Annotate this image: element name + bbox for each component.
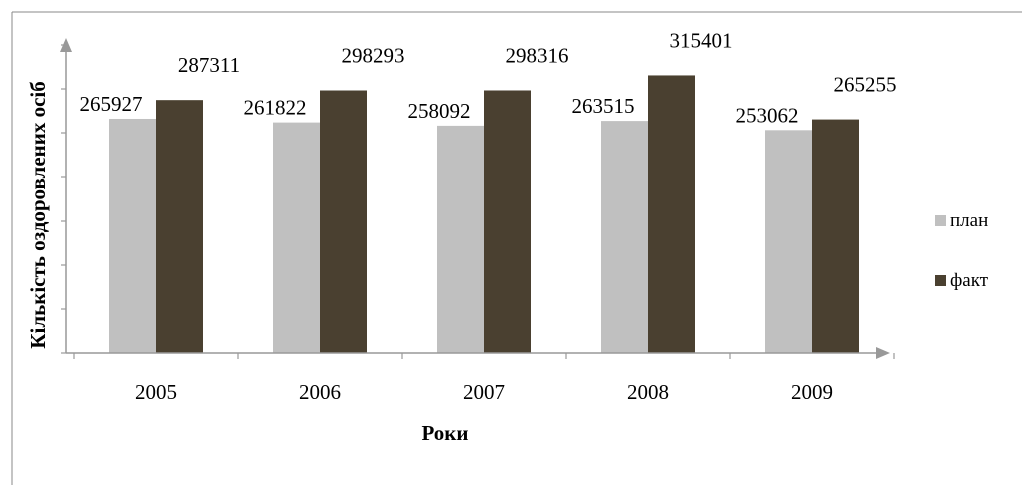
data-label-план-2005: 265927	[80, 92, 143, 116]
data-label-факт-2008: 315401	[670, 28, 733, 52]
data-label-факт-2007: 298316	[506, 43, 569, 67]
bar-факт-2005	[156, 100, 203, 353]
bar-план-2006	[273, 122, 320, 353]
y-axis-title: Кількість оздоровлених осіб	[26, 81, 50, 348]
bar-план-2005	[109, 118, 156, 353]
x-tick-label-2008: 2008	[627, 380, 669, 404]
legend: план факт	[935, 210, 989, 291]
x-axis-title: Роки	[421, 421, 468, 445]
bars-layer	[109, 75, 859, 354]
labels-layer: 265927 287311 2005 261822 298293 2006 258092 29…	[80, 28, 897, 404]
x-tick-label-2007: 2007	[463, 380, 505, 404]
bar-план-2008	[601, 121, 648, 353]
data-label-факт-2006: 298293	[342, 44, 405, 68]
axes-layer	[60, 38, 895, 359]
data-label-план-2009: 253062	[736, 103, 799, 127]
data-label-план-2007: 258092	[408, 99, 471, 123]
bar-факт-2006	[320, 90, 367, 353]
data-label-план-2008: 263515	[572, 94, 635, 118]
bar-факт-2008	[648, 75, 695, 354]
x-tick-label-2005: 2005	[135, 380, 177, 404]
legend-swatch-факт	[935, 275, 946, 286]
data-label-факт-2005: 287311	[178, 53, 240, 77]
x-axis-arrow	[876, 347, 890, 359]
data-label-план-2006: 261822	[244, 96, 307, 120]
data-label-факт-2009: 265255	[834, 73, 897, 97]
x-tick-label-2006: 2006	[299, 380, 341, 404]
bar-план-2007	[437, 125, 484, 353]
bar-факт-2009	[812, 119, 859, 354]
legend-swatch-план	[935, 215, 946, 226]
legend-label-факт: факт	[950, 270, 989, 291]
x-tick-label-2009: 2009	[791, 380, 833, 404]
bar-факт-2007	[484, 90, 531, 353]
legend-label-план: план	[950, 210, 988, 231]
bar-план-2009	[765, 130, 812, 353]
